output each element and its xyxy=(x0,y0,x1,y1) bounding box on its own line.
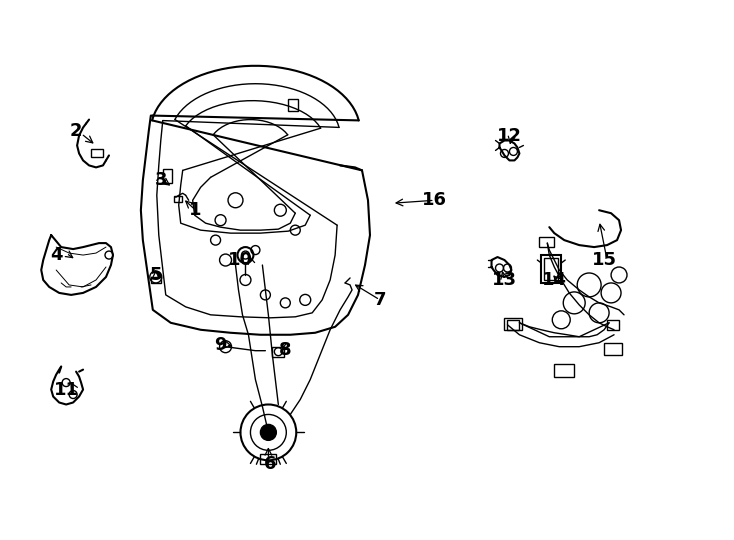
Text: 4: 4 xyxy=(50,246,62,264)
Text: 11: 11 xyxy=(54,381,79,399)
Text: 6: 6 xyxy=(264,455,277,473)
Bar xyxy=(174,196,182,202)
Text: 15: 15 xyxy=(592,251,617,269)
Bar xyxy=(163,170,172,183)
Bar xyxy=(261,454,276,464)
Text: 7: 7 xyxy=(374,291,386,309)
Text: 5: 5 xyxy=(150,266,162,284)
Bar xyxy=(272,347,284,357)
Bar xyxy=(604,343,622,355)
Bar xyxy=(507,320,520,330)
Text: 1: 1 xyxy=(189,201,202,219)
Text: 12: 12 xyxy=(497,126,522,145)
Bar xyxy=(607,320,619,330)
Text: 10: 10 xyxy=(228,251,253,269)
Text: 14: 14 xyxy=(542,271,567,289)
Text: 16: 16 xyxy=(422,191,447,210)
Circle shape xyxy=(261,424,276,440)
Bar xyxy=(288,99,298,111)
Bar xyxy=(150,277,161,283)
Text: 8: 8 xyxy=(279,341,291,359)
Bar xyxy=(545,258,559,280)
Text: 2: 2 xyxy=(70,122,82,139)
Bar xyxy=(554,363,574,376)
Bar xyxy=(542,255,562,283)
Bar xyxy=(91,150,103,158)
Text: 9: 9 xyxy=(214,336,227,354)
Text: 3: 3 xyxy=(155,171,167,190)
Text: 13: 13 xyxy=(492,271,517,289)
Bar xyxy=(539,237,554,247)
Bar xyxy=(504,318,523,330)
